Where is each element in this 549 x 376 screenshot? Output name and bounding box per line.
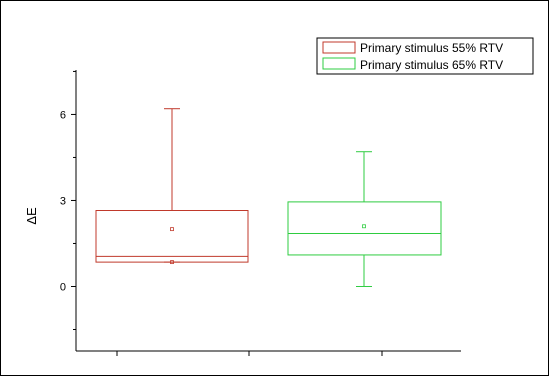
boxes (95, 108, 442, 287)
y-tick-label-3: 3 (60, 195, 66, 207)
box-1 (287, 151, 442, 287)
y-tick-label-0: 0 (60, 281, 66, 293)
mean-marker (362, 224, 366, 229)
legend-label-65: Primary stimulus 65% RTV (360, 58, 503, 72)
x-ticks (116, 351, 383, 356)
legend-swatch-55 (322, 41, 356, 54)
mean-marker (170, 227, 174, 232)
iqr-box (95, 210, 249, 263)
iqr-box (287, 201, 442, 256)
legend-box (316, 37, 534, 75)
min-marker (170, 260, 174, 265)
axes (75, 70, 461, 352)
y-tick-label-6: 6 (60, 109, 66, 121)
legend: Primary stimulus 55% RTV Primary stimulu… (316, 37, 534, 75)
box-0 (95, 108, 249, 265)
legend-label-55: Primary stimulus 55% RTV (360, 41, 503, 55)
y-axis-label: ΔE (24, 207, 39, 225)
legend-swatch-65 (322, 57, 356, 70)
y-ticks: 0 3 6 (60, 70, 76, 330)
